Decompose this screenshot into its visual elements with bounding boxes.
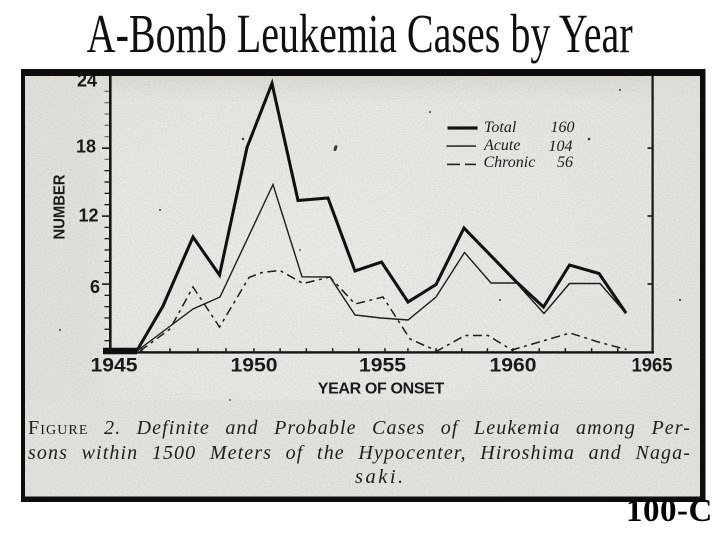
svg-text:12: 12 [78, 205, 98, 225]
svg-text:1965: 1965 [632, 355, 673, 376]
svg-text:NUMBER: NUMBER [52, 174, 69, 239]
svg-text:1945: 1945 [91, 355, 138, 376]
svg-text:6: 6 [90, 277, 100, 297]
svg-text:56: 56 [557, 154, 573, 171]
svg-text:1960: 1960 [490, 355, 537, 376]
svg-text:YEAR OF ONSET: YEAR OF ONSET [318, 381, 445, 398]
svg-text:160: 160 [551, 119, 575, 136]
svg-text:18: 18 [76, 137, 96, 157]
svg-text:104: 104 [549, 138, 573, 155]
svg-text:1950: 1950 [231, 355, 278, 376]
svg-text:Acute: Acute [483, 137, 520, 154]
svg-text:Chronic: Chronic [484, 154, 536, 171]
svg-text:1955: 1955 [359, 355, 406, 376]
svg-text:Total: Total [484, 119, 517, 136]
